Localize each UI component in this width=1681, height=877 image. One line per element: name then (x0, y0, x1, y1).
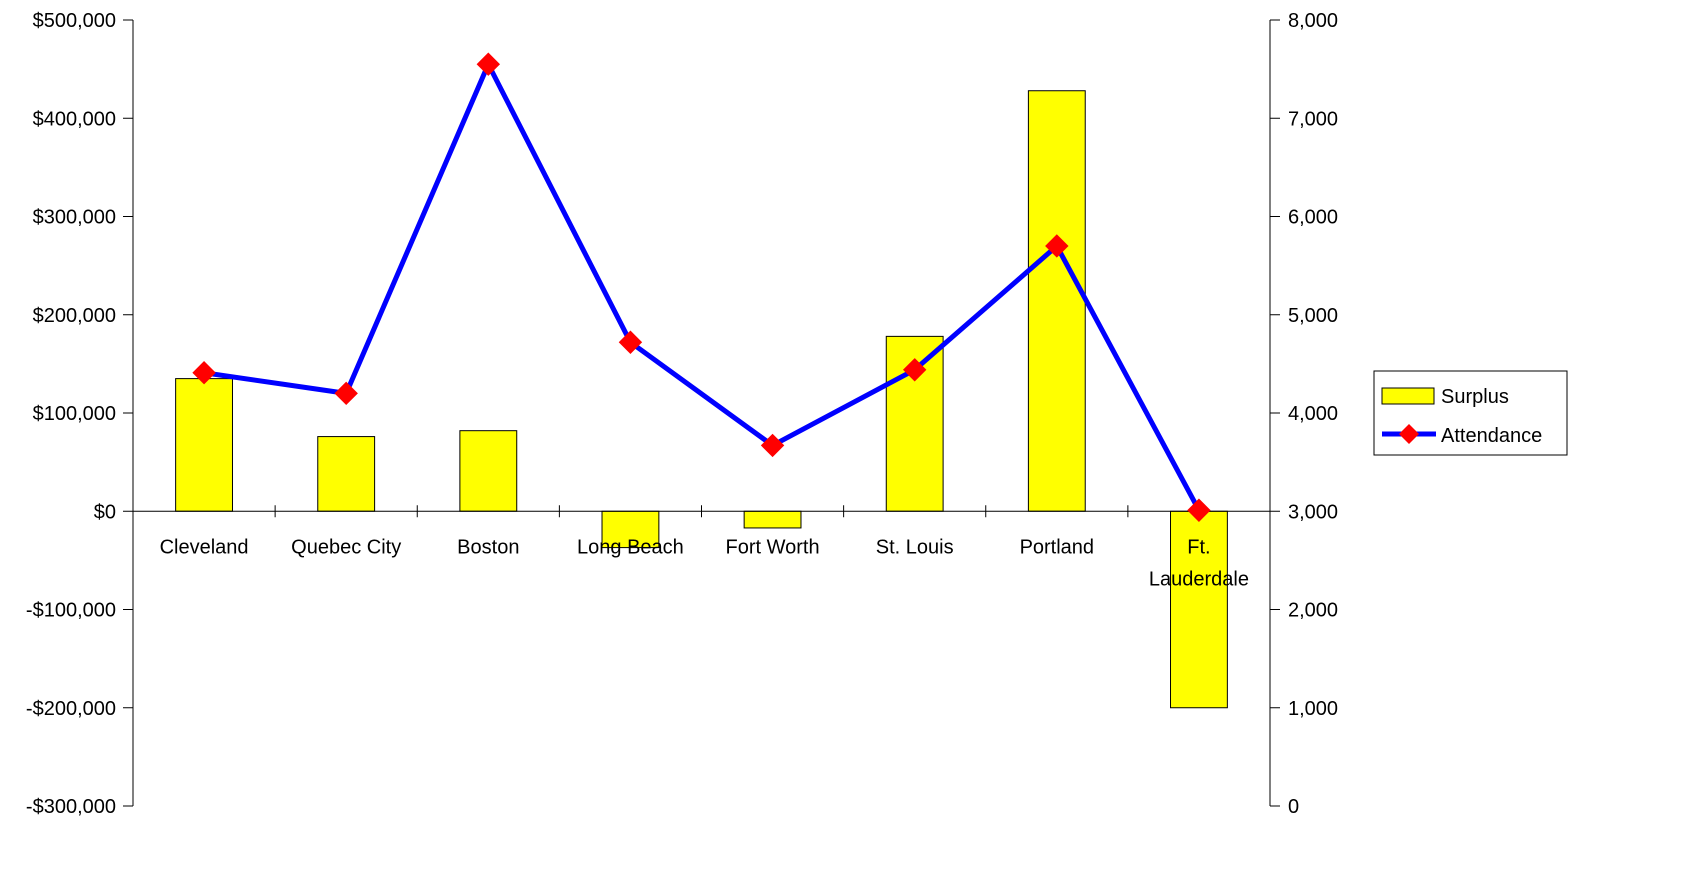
legend: Surplus Attendance (1373, 370, 1568, 456)
legend-attendance-marker (1399, 424, 1419, 444)
surplus-bar-5 (743, 510, 802, 529)
category-label-4: Long Beach (577, 536, 684, 558)
surplus-bar-1 (175, 378, 233, 512)
left-axis-tick-label: $100,000 (33, 403, 116, 425)
attendance-line-group (192, 52, 1211, 522)
left-axis-tick-label: $200,000 (33, 305, 116, 327)
attendance-point-6 (902, 358, 927, 382)
surplus-bar-7 (1027, 90, 1086, 512)
left-axis-tick-label: -$200,000 (26, 698, 116, 720)
right-axis-tick-label: 4,000 (1288, 403, 1338, 425)
combo-chart: -$300,000 -$200,000 -$100,000 $0 $100,000 $20… (26, 10, 1568, 818)
surplus-bar-2 (317, 436, 376, 512)
category-label-1: Cleveland (160, 536, 249, 558)
attendance-line (203, 61, 1202, 512)
category-label-6: St. Louis (876, 536, 954, 558)
surplus-bars (175, 90, 1228, 709)
right-axis-tick-label: 2,000 (1288, 600, 1338, 622)
right-axis-tick-label: 3,000 (1288, 501, 1338, 523)
legend-surplus-swatch (1381, 387, 1435, 405)
legend-surplus-label: Surplus (1441, 386, 1509, 408)
category-label-3: Boston (457, 536, 519, 558)
attendance-point-1 (192, 361, 216, 385)
left-axis-tick-label: $400,000 (33, 108, 116, 130)
attendance-point-4 (618, 330, 643, 354)
attendance-point-2 (334, 381, 358, 406)
category-label-2: Quebec City (291, 536, 401, 558)
left-axis-tick-label: $300,000 (33, 207, 116, 229)
chart-container: -$300,000 -$200,000 -$100,000 $0 $100,000 $20… (26, 10, 1568, 818)
surplus-bar-3 (459, 430, 518, 512)
right-axis-tick-label: 8,000 (1288, 10, 1338, 32)
category-label-8: Ft. Lauderdale (1149, 536, 1249, 590)
attendance-point-7 (1045, 234, 1069, 258)
category-labels: Cleveland Quebec City Boston Long Beach Fort… (160, 536, 1249, 590)
attendance-point-8 (1187, 498, 1211, 522)
surplus-bar-4 (601, 510, 660, 549)
left-axis-tick-label: -$100,000 (26, 600, 116, 622)
right-axis-tick-label: 6,000 (1288, 207, 1338, 229)
right-axis-tick-label: 0 (1288, 796, 1299, 818)
category-label-5: Fort Worth (726, 536, 820, 558)
left-axis-tick-label: -$300,000 (26, 796, 116, 818)
legend-attendance-label: Attendance (1441, 425, 1542, 447)
attendance-point-5 (760, 433, 785, 458)
left-axis-tick-label: $500,000 (33, 10, 116, 32)
left-axis-tick-label: $0 (94, 501, 116, 523)
category-label-7: Portland (1020, 536, 1095, 558)
right-axis-tick-label: 1,000 (1288, 698, 1338, 720)
right-axis-tick-label: 5,000 (1288, 305, 1338, 327)
attendance-point-3 (476, 52, 501, 76)
chart-axes: -$300,000 -$200,000 -$100,000 $0 $100,000 $20… (26, 10, 1338, 818)
right-axis-tick-label: 7,000 (1288, 108, 1338, 130)
